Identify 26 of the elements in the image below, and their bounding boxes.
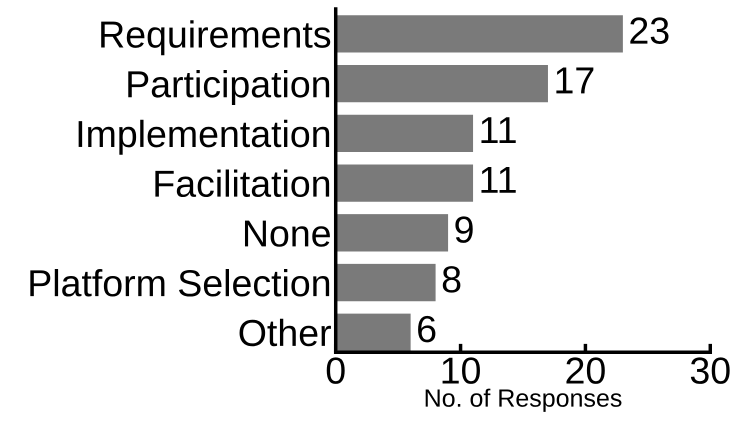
x-tick-label: 10 — [442, 357, 480, 384]
data-label: 11 — [481, 117, 516, 144]
bar — [336, 164, 474, 202]
y-tick-label: Participation — [128, 70, 330, 105]
bar — [336, 15, 623, 53]
data-label: 23 — [630, 17, 668, 44]
y-tick-label: Platform Selection — [30, 268, 330, 297]
bar — [336, 214, 448, 252]
bar — [336, 264, 436, 302]
x-tick-label: 30 — [690, 357, 730, 384]
y-tick-label: Facilitation — [155, 170, 330, 198]
data-label: 17 — [556, 68, 594, 94]
y-tick-label: Other — [240, 318, 331, 346]
data-label: 9 — [455, 216, 473, 243]
x-tick-label: 20 — [566, 357, 605, 384]
data-label: 11 — [481, 166, 516, 193]
bar — [336, 64, 548, 102]
x-axis-title: No. of Responses — [426, 388, 622, 412]
x-tick-label: 0 — [326, 357, 345, 384]
y-tick-label: Implementation — [78, 120, 330, 155]
data-label: 6 — [418, 316, 436, 342]
data-label: 8 — [442, 266, 460, 293]
bar — [336, 314, 411, 351]
y-tick-label: None — [244, 220, 330, 247]
y-tick-label: Requirements — [101, 20, 330, 56]
bar — [336, 114, 474, 152]
